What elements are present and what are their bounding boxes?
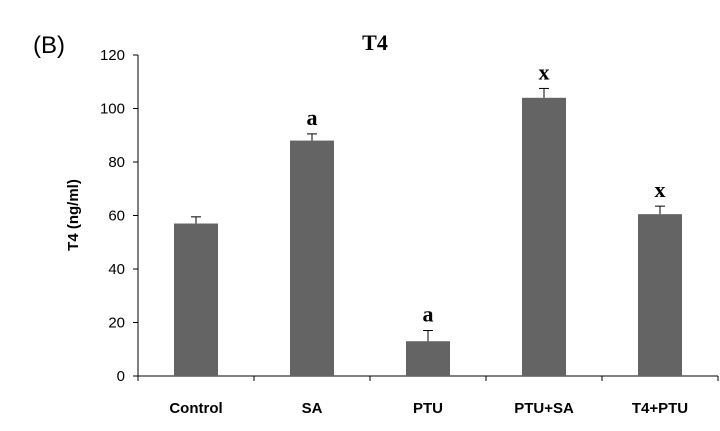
y-tick-label: 20: [108, 315, 125, 332]
x-tick-label: Control: [169, 400, 222, 417]
chart-title: T4: [362, 30, 388, 55]
y-tick-label: 80: [108, 154, 125, 171]
y-tick-label: 100: [100, 101, 125, 118]
x-tick-label: SA: [302, 400, 323, 417]
panel-label: (B): [33, 32, 65, 59]
plot-area: 0 20 40 60 80 100 120 Control SA a PTU a PTU+SA x T4+P…: [100, 47, 719, 417]
bar: [406, 341, 450, 376]
x-tick-label: T4+PTU: [632, 400, 688, 417]
x-tick-label: PTU: [413, 400, 443, 417]
significance-label: x: [539, 59, 550, 84]
y-tick-label: 60: [108, 208, 125, 225]
y-tick-label: 0: [117, 368, 125, 385]
y-tick-label: 40: [108, 261, 125, 278]
y-tick-label: 120: [100, 47, 125, 64]
bar: [290, 140, 334, 376]
significance-label: x: [655, 177, 666, 202]
x-tick-label: PTU+SA: [514, 400, 574, 417]
y-axis-label: T4 (ng/ml): [65, 179, 82, 251]
bar: [174, 223, 218, 376]
significance-label: a: [307, 105, 318, 130]
significance-label: a: [423, 302, 434, 327]
bar: [638, 214, 682, 376]
bar: [522, 97, 566, 377]
